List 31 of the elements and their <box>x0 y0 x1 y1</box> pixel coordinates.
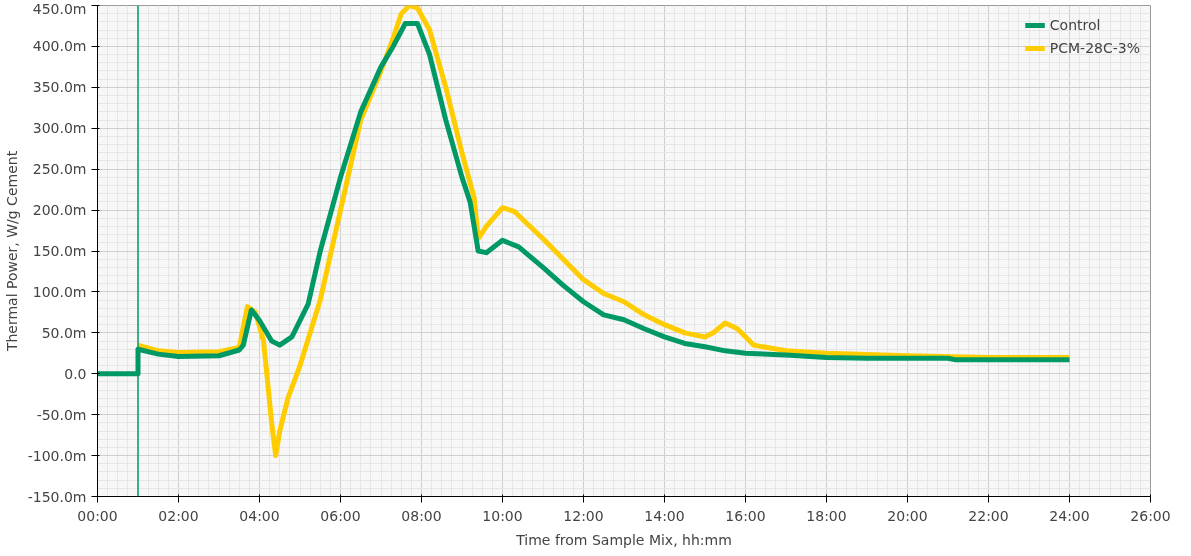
x-tick-label: 04:00 <box>239 507 280 524</box>
y-tick-label: -50.0m <box>36 406 87 423</box>
y-tick-label: 50.0m <box>41 324 87 341</box>
x-tick-label: 24:00 <box>1049 507 1090 524</box>
x-axis-title: Time from Sample Mix, hh:mm <box>515 531 732 548</box>
x-tick-label: 08:00 <box>401 507 442 524</box>
x-tick-label: 02:00 <box>158 507 199 524</box>
x-tick-label: 16:00 <box>725 507 766 524</box>
x-tick-label: 18:00 <box>806 507 847 524</box>
legend-label: PCM-28C-3% <box>1049 40 1140 56</box>
x-tick-label: 14:00 <box>644 507 685 524</box>
x-tick-label: 06:00 <box>320 507 361 524</box>
y-tick-label: -100.0m <box>27 447 87 464</box>
y-tick-label: 400.0m <box>32 38 87 55</box>
y-tick-label: 150.0m <box>32 243 87 259</box>
x-tick-label: 20:00 <box>887 507 928 524</box>
y-tick-label: 350.0m <box>32 79 87 96</box>
y-tick-label: 100.0m <box>32 283 87 300</box>
y-tick-label: 450.0m <box>32 0 87 17</box>
y-tick-label: 300.0m <box>32 120 87 137</box>
y-tick-label: -150.0m <box>27 488 87 505</box>
y-tick-label: 0.0 <box>64 365 87 382</box>
x-tick-label: 10:00 <box>482 507 523 524</box>
y-tick-label: 200.0m <box>32 202 87 219</box>
x-tick-label: 12:00 <box>563 507 604 524</box>
y-axis-title: Thermal Power, W/g Cement <box>3 150 20 353</box>
x-tick-label: 00:00 <box>77 507 118 524</box>
y-tick-label: 250.0m <box>32 161 87 178</box>
x-tick-label: 22:00 <box>968 507 1009 524</box>
x-tick-label: 26:00 <box>1130 507 1171 524</box>
legend-label: Control <box>1049 17 1101 33</box>
